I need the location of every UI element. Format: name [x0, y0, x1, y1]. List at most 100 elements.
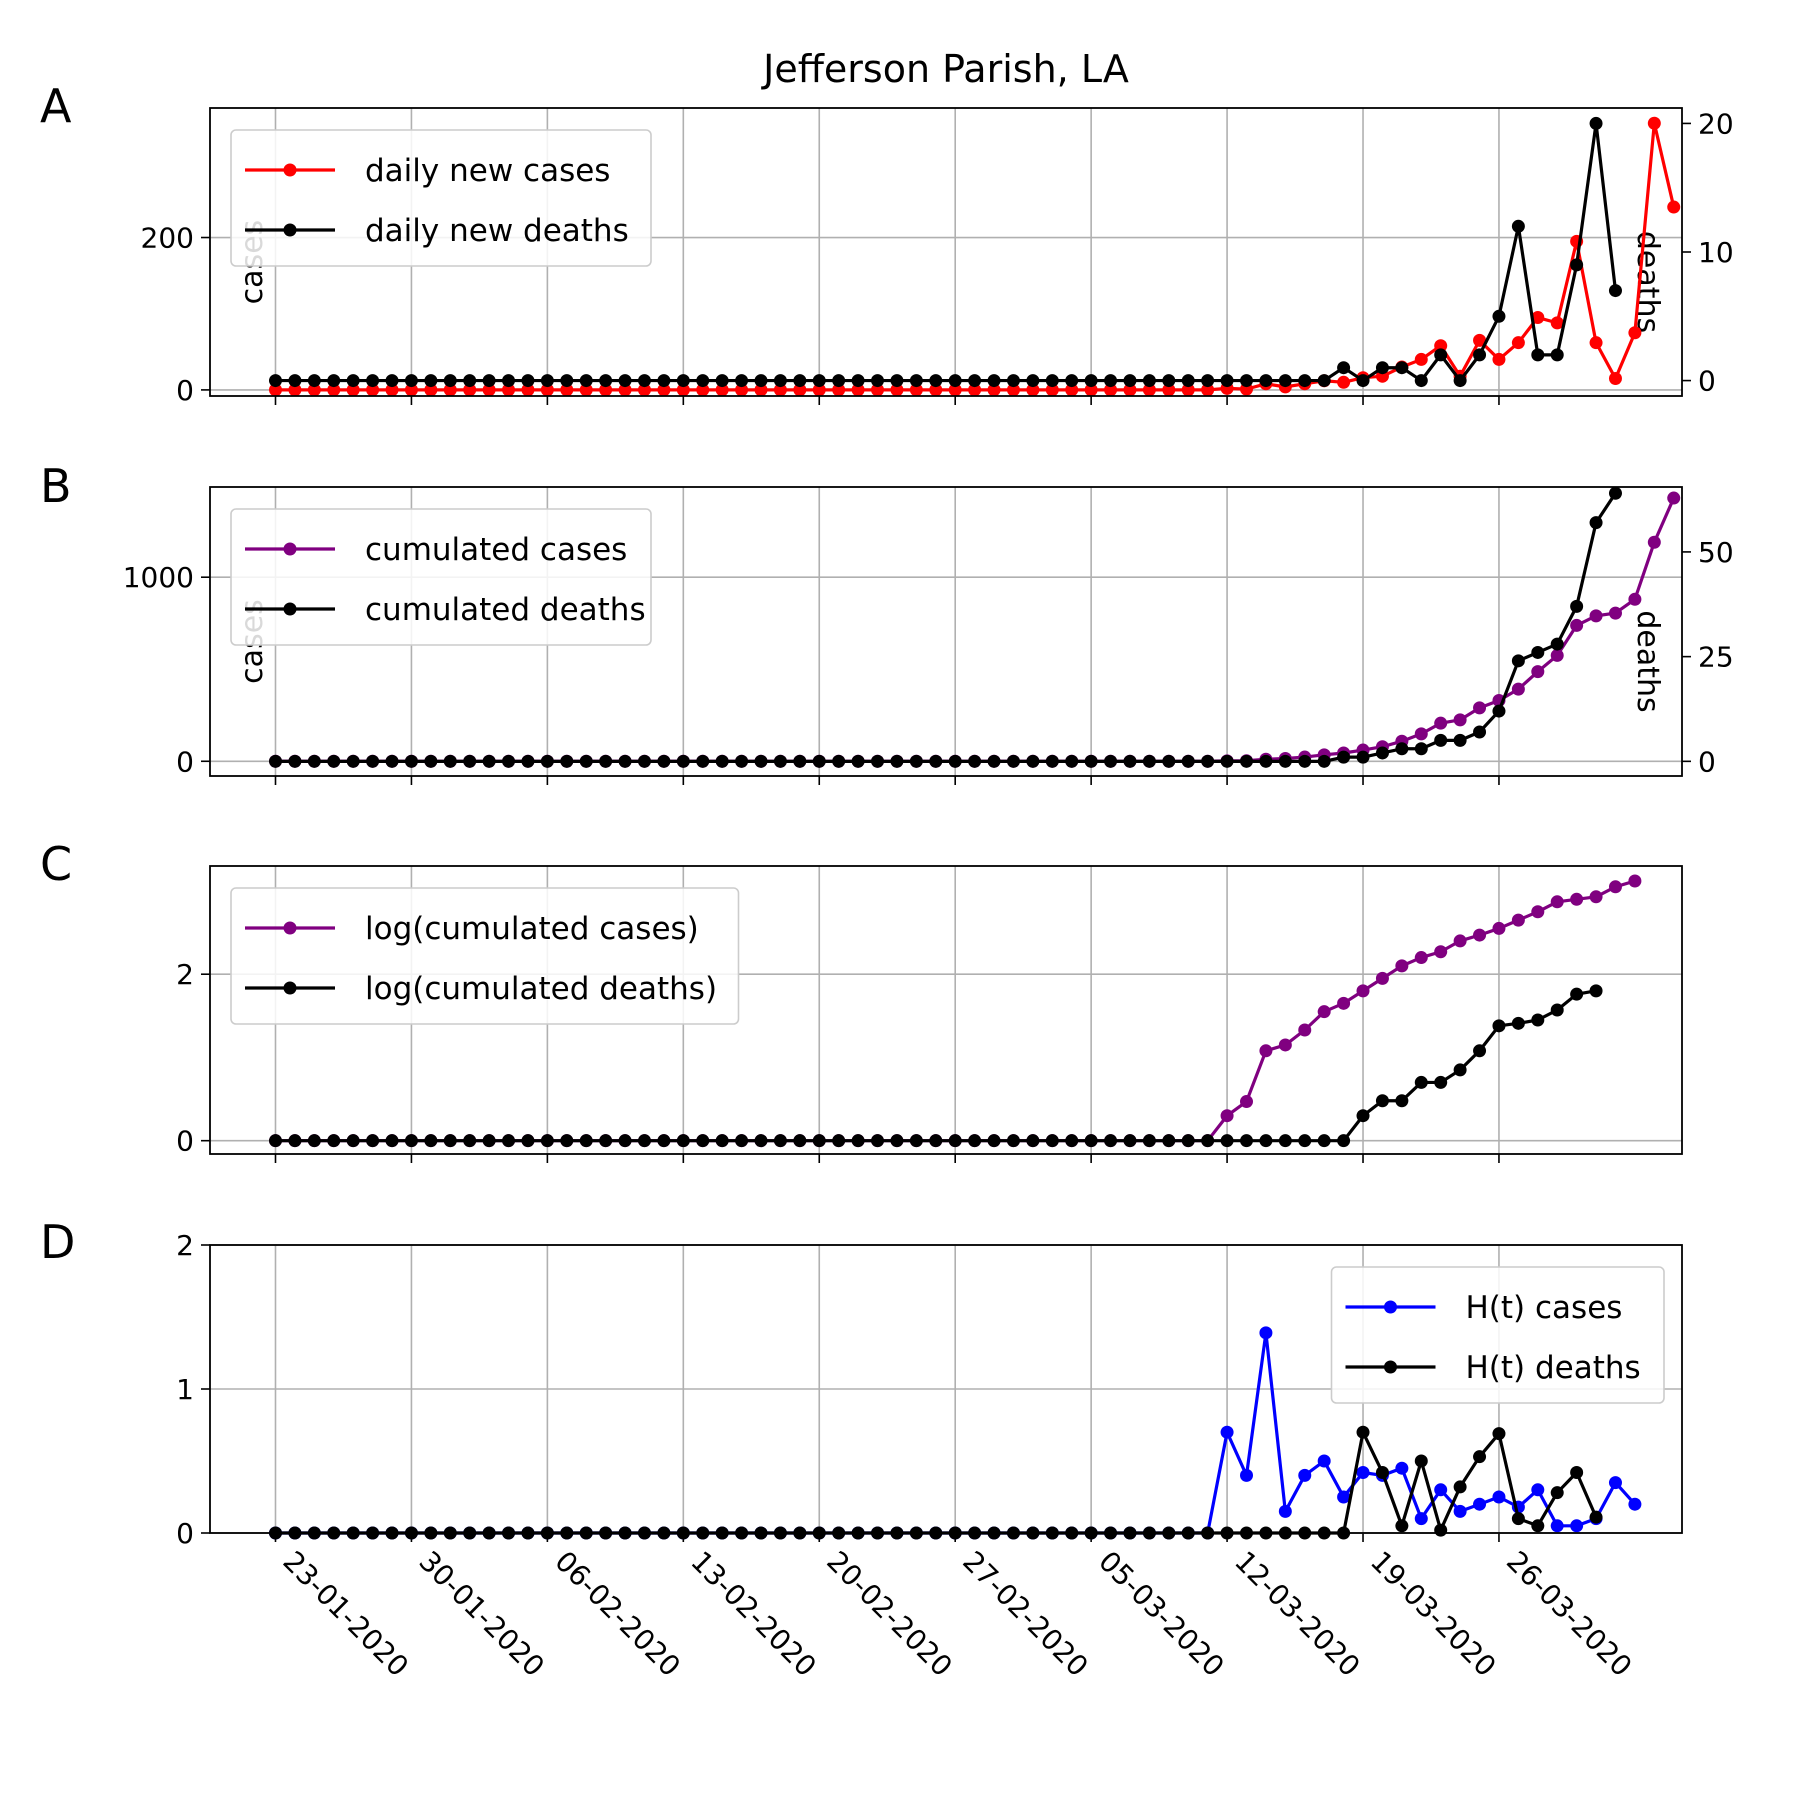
data-point — [327, 1134, 341, 1148]
data-point — [385, 1134, 399, 1148]
data-point — [1550, 316, 1564, 330]
data-point — [1278, 754, 1292, 768]
data-point — [1395, 742, 1409, 756]
data-point — [968, 383, 982, 397]
data-point — [1434, 733, 1448, 747]
data-point — [812, 383, 826, 397]
data-point — [1608, 1476, 1622, 1490]
data-point — [1570, 1519, 1584, 1533]
data-point — [269, 374, 282, 388]
data-point — [269, 754, 282, 768]
data-point — [1395, 959, 1409, 973]
data-point — [1628, 326, 1642, 340]
y2-tick-label: 25 — [1698, 641, 1734, 674]
data-point — [1473, 725, 1487, 739]
data-point — [1317, 1005, 1331, 1019]
legend-entry: daily new cases — [245, 153, 610, 189]
data-point — [1414, 742, 1428, 756]
y-tick-label: 2 — [176, 1229, 194, 1262]
legend-marker — [283, 921, 297, 935]
legend: cumulated cases cumulated deaths — [230, 508, 652, 646]
data-point — [715, 374, 729, 388]
data-point — [637, 754, 651, 768]
data-point — [1181, 383, 1195, 397]
data-point — [502, 754, 516, 768]
data-point — [637, 374, 651, 388]
data-point — [1667, 200, 1681, 214]
data-point — [404, 754, 418, 768]
x-tick-label: 05-03-2020 — [1092, 1545, 1230, 1683]
data-point — [1511, 654, 1525, 668]
data-point — [1414, 727, 1428, 741]
data-point — [890, 383, 904, 397]
data-point — [793, 754, 807, 768]
series-cumulated-deaths — [269, 486, 1622, 768]
data-point — [1473, 1450, 1487, 1464]
data-point — [482, 1134, 496, 1148]
data-point — [1065, 383, 1079, 397]
data-point — [385, 383, 399, 397]
data-point — [366, 754, 380, 768]
data-point — [540, 754, 554, 768]
data-point — [1142, 374, 1156, 388]
data-point — [812, 374, 826, 388]
data-point — [1492, 921, 1506, 935]
data-point — [1492, 1019, 1506, 1033]
data-point — [540, 1134, 554, 1148]
data-point — [346, 1134, 360, 1148]
data-point — [1375, 361, 1389, 375]
data-point — [987, 374, 1001, 388]
data-point — [1492, 309, 1506, 323]
data-point — [1589, 609, 1603, 623]
figure-title: Jefferson Parish, LA — [761, 47, 1129, 91]
data-point — [1045, 754, 1059, 768]
data-point — [1492, 1427, 1506, 1441]
data-point — [463, 754, 477, 768]
data-point — [890, 754, 904, 768]
data-point — [1356, 1109, 1370, 1123]
data-point — [579, 383, 593, 397]
data-point — [948, 754, 962, 768]
data-point — [1026, 754, 1040, 768]
data-point — [482, 374, 496, 388]
data-point — [1201, 374, 1215, 388]
data-point — [443, 1134, 457, 1148]
data-point — [463, 374, 477, 388]
data-point — [1298, 374, 1312, 388]
data-point — [1065, 1134, 1079, 1148]
data-point — [1278, 1038, 1292, 1052]
legend-label: daily new cases — [365, 153, 610, 189]
data-point — [307, 383, 321, 397]
data-point — [1162, 383, 1176, 397]
data-point — [463, 1134, 477, 1148]
data-point — [987, 754, 1001, 768]
data-point — [1473, 333, 1487, 347]
panel-c: C 0 2 log(cumulated cases) log(cumulated dea… — [40, 837, 1683, 1163]
data-point — [1531, 1483, 1545, 1497]
data-point — [1453, 1480, 1467, 1494]
data-point — [288, 374, 302, 388]
legend-box — [1330, 1266, 1665, 1404]
data-point — [968, 374, 982, 388]
data-point — [618, 374, 632, 388]
data-point — [696, 374, 710, 388]
data-point — [929, 754, 943, 768]
legend-entry: H(t) deaths — [1345, 1350, 1641, 1386]
x-tick-labels: 23-01-202030-01-202006-02-202013-02-2020… — [277, 1545, 1639, 1683]
data-point — [832, 383, 846, 397]
data-point — [1434, 1075, 1448, 1089]
data-point — [696, 1134, 710, 1148]
data-point — [1337, 750, 1351, 764]
data-point — [1434, 945, 1448, 959]
data-point — [560, 374, 574, 388]
x-tick-label: 30-01-2020 — [412, 1545, 550, 1683]
data-point — [1395, 361, 1409, 375]
x-tick-label: 06-02-2020 — [548, 1545, 686, 1683]
data-point — [1356, 1425, 1370, 1439]
data-point — [1298, 1468, 1312, 1482]
y-tick-label: 0 — [176, 1125, 194, 1158]
data-point — [773, 1134, 787, 1148]
data-point — [424, 383, 438, 397]
data-point — [968, 1134, 982, 1148]
data-point — [1395, 1094, 1409, 1108]
